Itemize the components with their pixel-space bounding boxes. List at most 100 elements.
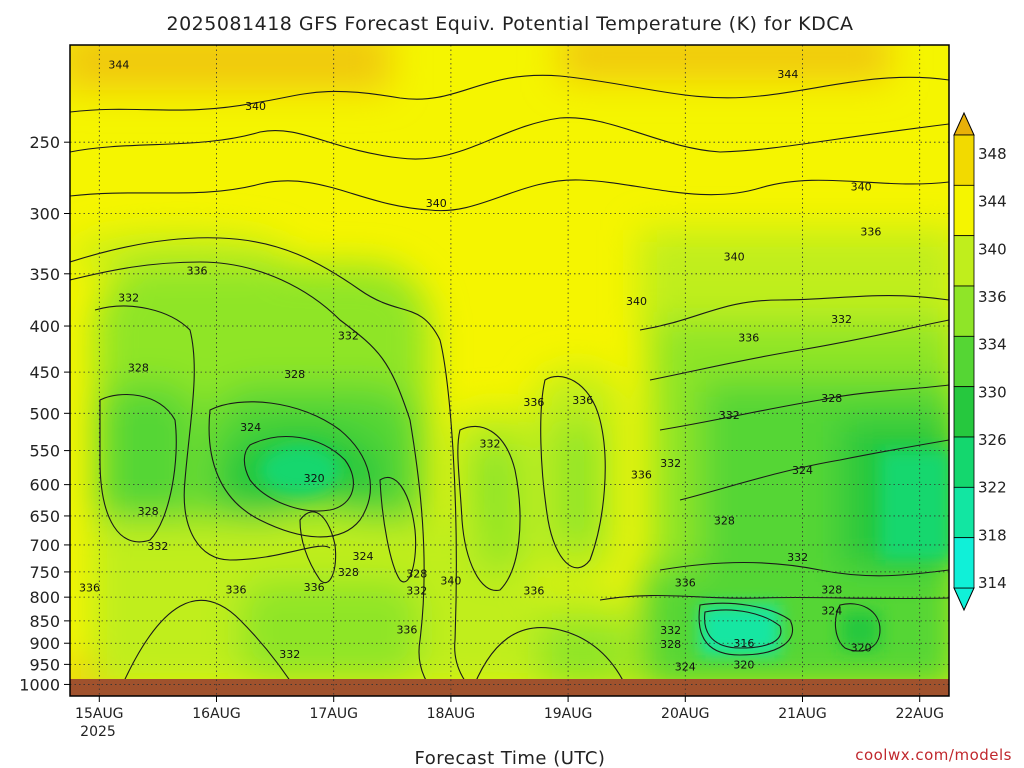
x-axis-label: Forecast Time (UTC): [415, 748, 606, 768]
contour-label: 336: [738, 332, 759, 345]
y-tick-label: 750: [29, 563, 60, 582]
y-tick-label: 400: [29, 317, 60, 336]
x-tick-label: 19AUG: [544, 706, 593, 722]
y-tick-label: 550: [29, 442, 60, 461]
colorbar-segment: [953, 486, 975, 539]
contour-label: 324: [240, 421, 261, 434]
contour-label: 328: [138, 505, 159, 518]
y-tick-label: 700: [29, 536, 60, 555]
contour-label: 324: [792, 464, 813, 477]
contour-label: 332: [147, 540, 168, 553]
contour-label: 324: [353, 550, 374, 563]
colorbar-label: 326: [978, 431, 1007, 449]
contour-label: 344: [777, 68, 798, 81]
x-axis: 15AUG 16AUG 17AUG 18AUG 19AUG 20AUG 21AUG 22AUG: [75, 696, 944, 722]
colorbar-bottom-arrow: [953, 587, 975, 612]
contour-label: 336: [631, 469, 652, 482]
colorbar-segment: [953, 134, 975, 186]
contour-label: 324: [821, 605, 842, 618]
theta-e-field: 3443403403443443403363403403363323323323…: [70, 45, 949, 696]
contour-label: 336: [304, 581, 325, 594]
colorbar-top-arrow: [953, 111, 975, 136]
x-tick-label: 20AUG: [661, 706, 710, 722]
colorbar-label: 330: [978, 383, 1007, 401]
contour-label: 340: [626, 295, 647, 308]
contour-label: 328: [821, 583, 842, 596]
contour-label: 340: [426, 197, 447, 210]
colorbar: 348 344 340 336 334 330 326 322 318 314: [953, 111, 1007, 612]
y-tick-label: 650: [29, 507, 60, 526]
colorbar-segment: [953, 436, 975, 488]
chart-title: 2025081418 GFS Forecast Equiv. Potential…: [166, 13, 853, 35]
contour-label: 332: [479, 437, 500, 450]
contour-label: 332: [719, 409, 740, 422]
y-tick-label: 600: [29, 476, 60, 495]
x-tick-label: 16AUG: [192, 706, 241, 722]
contour-label: 332: [787, 551, 808, 564]
y-tick-label: 1000: [19, 675, 60, 694]
contour-label: 332: [406, 585, 427, 598]
plot-frame: [69, 44, 950, 697]
colorbar-label: 336: [978, 288, 1007, 306]
contour-label: 340: [724, 251, 745, 264]
contour-label: 328: [660, 638, 681, 651]
contour-label: 340: [440, 575, 461, 588]
contour-label: 328: [714, 515, 735, 528]
contour-label: 332: [831, 313, 852, 326]
contour-labels: 3443403403443443403363403403363323323323…: [79, 59, 881, 674]
colorbar-label: 340: [978, 240, 1007, 258]
colorbar-segment: [953, 285, 975, 337]
contour-label: 336: [396, 624, 417, 637]
ground-strip: [70, 679, 949, 696]
y-tick-label: 900: [29, 634, 60, 653]
contour-label: 328: [128, 362, 149, 375]
y-tick-label: 300: [29, 205, 60, 224]
y-tick-label: 850: [29, 612, 60, 631]
colorbar-segment: [953, 184, 975, 237]
contour-label: 336: [675, 577, 696, 590]
x-tick-label: 15AUG: [75, 706, 124, 722]
y-tick-label: 800: [29, 588, 60, 607]
contour-label: 336: [79, 581, 100, 594]
colorbar-label: 318: [978, 526, 1007, 544]
colorbar-segment: [953, 537, 975, 589]
contour-label: 336: [226, 583, 247, 596]
contour-label: 320: [851, 642, 872, 655]
contour-label: 332: [660, 457, 681, 470]
contour-label: 340: [851, 181, 872, 194]
contour-label: 320: [733, 658, 754, 671]
colorbar-label: 322: [978, 479, 1007, 497]
colorbar-label: 344: [978, 193, 1007, 211]
x-tick-label: 21AUG: [778, 706, 827, 722]
contour-label: 324: [675, 660, 696, 673]
contour-label: 332: [338, 330, 359, 343]
contour-label: 336: [572, 394, 593, 407]
y-axis: 250 300 350 400 450 500 550 600 650 700 750 800 850 9…: [19, 133, 70, 694]
contour-label: 332: [279, 648, 300, 661]
contour-label: 336: [186, 264, 207, 277]
contour-label: 320: [304, 472, 325, 485]
contour-label: 336: [523, 396, 544, 409]
x-tick-label: 22AUG: [895, 706, 944, 722]
contour-label: 316: [733, 637, 754, 650]
colorbar-label: 348: [978, 145, 1007, 163]
colorbar-segment: [953, 335, 975, 388]
colorbar-label: 334: [978, 336, 1007, 354]
contour-label: 328: [338, 566, 359, 579]
contour-label: 328: [821, 392, 842, 405]
contour-label: 328: [406, 567, 427, 580]
contour-label: 336: [860, 225, 881, 238]
contour-label: 332: [118, 292, 139, 305]
colorbar-segment: [953, 386, 975, 438]
contour-label: 328: [284, 368, 305, 381]
colorbar-label: 314: [978, 574, 1007, 592]
x-tick-label: 17AUG: [309, 706, 358, 722]
x-year-label: 2025: [80, 724, 116, 740]
contour-lines: [70, 74, 949, 696]
x-tick-label: 18AUG: [427, 706, 476, 722]
y-tick-label: 250: [29, 133, 60, 152]
contour-label: 340: [245, 100, 266, 113]
y-tick-label: 500: [29, 404, 60, 423]
grid-lines: [70, 45, 949, 696]
